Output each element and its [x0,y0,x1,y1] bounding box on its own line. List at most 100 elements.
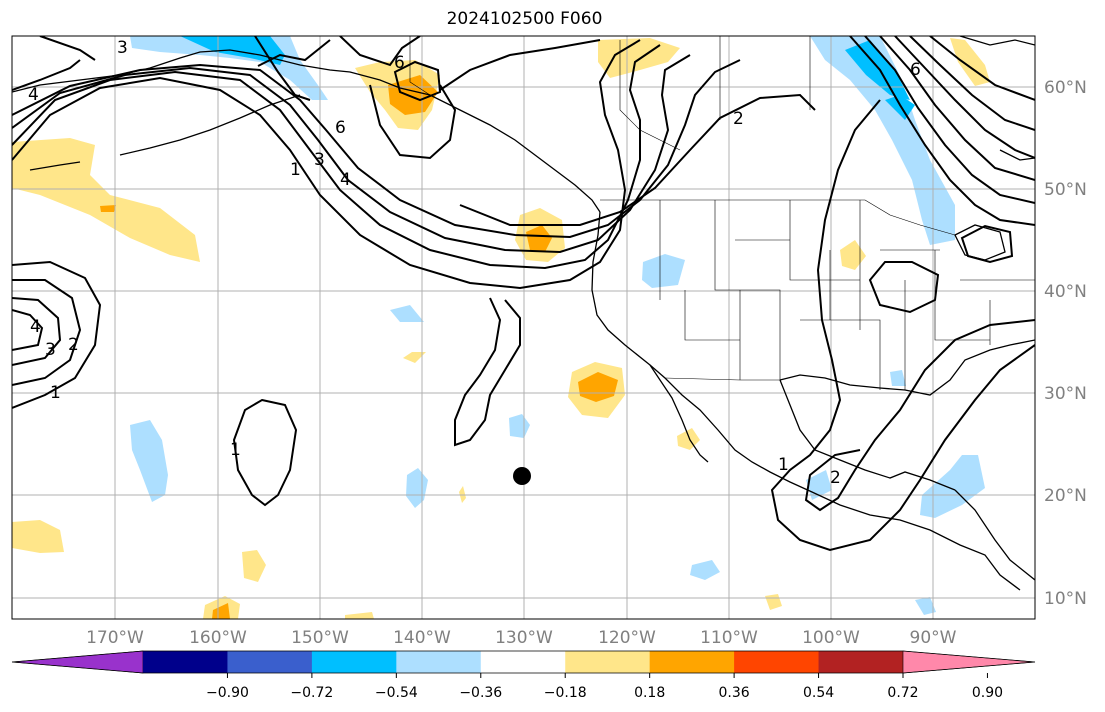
contour-lines [12,36,1035,552]
positive-shading [677,428,700,450]
contour-line [439,39,601,91]
mexico-gulf-coast [779,379,956,491]
colorbar-segment [818,651,904,673]
positive-shading [578,372,618,402]
colorbar-tick-label: 0.54 [803,685,834,701]
colorbar-segment [311,651,397,673]
map-frame [11,35,1036,620]
negative-shading [915,597,936,615]
negative-shading [642,254,685,288]
colorbar-tick-label: −0.18 [544,685,587,701]
colorbar-outline [11,650,1036,674]
colorbar-segment [734,651,820,673]
negative-shading [390,305,424,322]
colorbar-segment [396,651,482,673]
positive-shading [526,225,552,252]
positive-shading [12,138,200,262]
contour-line [254,36,311,101]
colorbar-segment [227,651,313,673]
contour-line [960,224,1014,264]
positive-shading [212,603,230,619]
contour-line [12,260,102,409]
lon-label: 120°W [598,628,656,648]
aleutian-chain [29,94,301,171]
negative-shading [845,40,910,100]
contour-line [12,39,641,290]
contour-label: 1 [778,455,789,475]
contour-line [454,297,521,447]
lat-label: 20°N [1044,486,1087,506]
contour-line [369,84,457,160]
lon-label: 110°W [700,628,758,648]
contour-line [339,36,421,67]
contour-line [894,36,1035,159]
lon-label: 170°W [86,628,144,648]
contour-label: 6 [394,53,405,73]
lat-label: 30°N [1044,384,1087,404]
political-borders [409,36,1035,390]
lat-label: 50°N [1044,180,1087,200]
colorbar-tick-label: −0.72 [290,685,333,701]
contour-line [257,39,331,67]
contour-label: 1 [230,440,241,460]
contour-line [12,297,62,366]
contour-line [12,279,82,386]
contour-label: 1 [50,383,61,403]
colorbar-tick-label: −0.36 [459,685,502,701]
lon-label: 130°W [495,628,553,648]
contour-label: 6 [335,118,346,138]
colorbar-extend-high [902,650,1036,674]
gulf-coast [779,339,1035,396]
contour-label: 2 [830,468,841,488]
contour-label: 1 [290,160,301,180]
contour-label: 3 [314,150,325,170]
lon-label: 150°W [291,628,349,648]
colorbar-tick-label: 0.18 [634,685,665,701]
contour-label: 4 [340,170,351,190]
colorbar-tick-label: 0.36 [719,685,750,701]
contour-line [232,398,298,507]
lon-label: 90°W [910,628,957,648]
contour-line [864,36,1035,204]
negative-shading [130,420,168,502]
contour-line [12,309,44,351]
contour-label: 4 [30,317,41,337]
colorbar-tick-label: −0.90 [206,685,249,701]
positive-shading [403,352,426,363]
contour-line [770,99,1035,552]
latitude-labels: 60°N 50°N 40°N 30°N 20°N 10°N [1044,78,1087,609]
negative-shading [885,95,915,120]
contour-label: 3 [45,340,56,360]
contour-line [12,59,741,239]
positive-shading [242,550,266,582]
colorbar: −0.90 −0.72 −0.54 −0.36 −0.18 0.18 0.36 0.54 0.7… [11,650,1036,701]
colorbar-tick-label: 0.90 [972,685,1003,701]
colorbar-tick-label: −0.54 [375,685,418,701]
storm-center-dot [513,467,531,485]
contour-label: 4 [28,85,39,105]
lon-label: 100°W [802,628,860,648]
contour-line [929,36,1035,101]
negative-shading [690,560,720,580]
colorbar-tick-label: 0.72 [887,685,918,701]
lat-label: 40°N [1044,282,1087,302]
contour-line [849,36,1035,226]
colorbar-segment [565,651,651,673]
contour-line [459,93,816,226]
colorbar-extend-low [11,650,144,674]
contour-line [12,54,691,254]
lon-label: 140°W [393,628,451,648]
north-america-west-coast [591,211,1021,591]
contour-label: 3 [117,38,128,58]
contour-label: 2 [68,335,79,355]
positive-shading [598,38,680,78]
positive-shading [840,240,866,270]
negative-shading [810,36,955,245]
lon-label: 160°W [189,628,247,648]
lat-label: 10°N [1044,589,1087,609]
contour-line [393,60,442,102]
contour-line [909,36,1035,131]
contour-line [868,261,940,314]
longitude-labels: 170°W 160°W 150°W 140°W 130°W 120°W 110°… [86,628,957,648]
